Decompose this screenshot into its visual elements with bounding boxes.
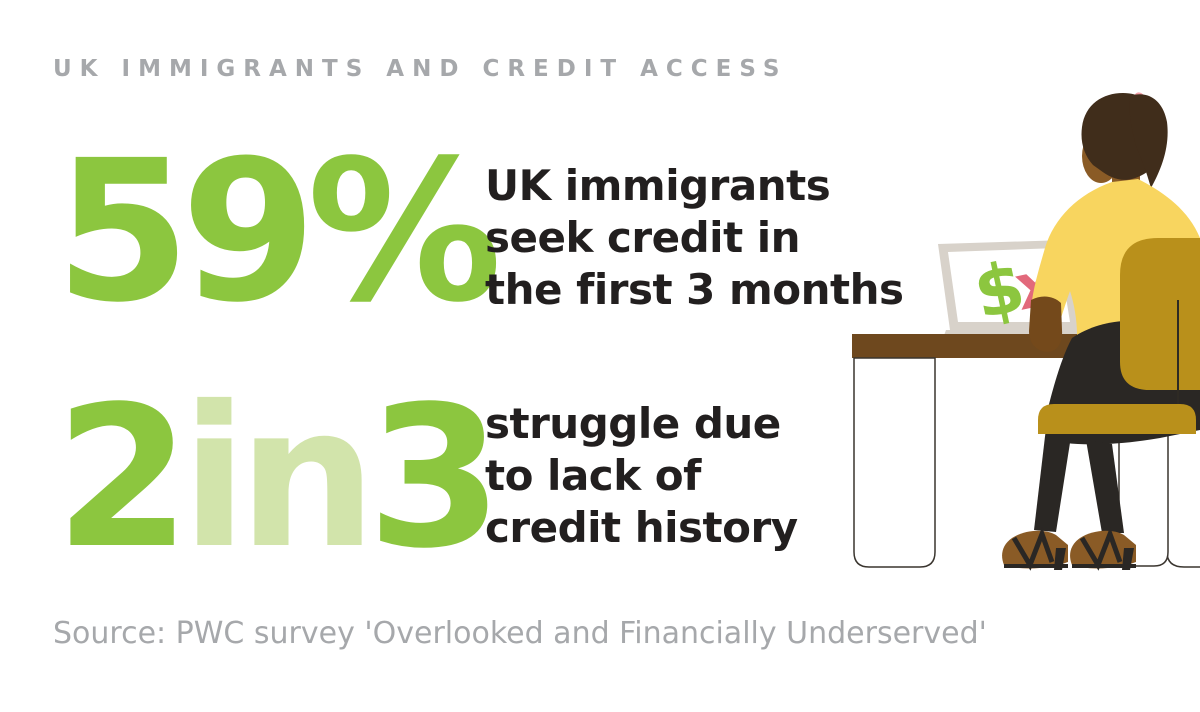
stat-value-part: 3 (367, 364, 503, 591)
stat-description-line: credit history (485, 503, 798, 552)
stat-description-line: seek credit in (485, 213, 801, 262)
stat-description-credit-history: struggle due to lack of credit history (485, 398, 798, 554)
shoes (1002, 526, 1136, 571)
stat-value-part: in (180, 364, 377, 591)
woman-at-desk-illustration: $ x (852, 92, 1200, 571)
stat-description-line: to lack of (485, 451, 701, 500)
stat-value-credit-seeking: 59% (55, 134, 502, 329)
stat-description-line: UK immigrants (485, 161, 831, 210)
stat-value-part: 59% (55, 118, 502, 345)
woman-figure (1029, 92, 1200, 352)
hand (1029, 296, 1063, 352)
stat-description-credit-seeking: UK immigrants seek credit in the first 3… (485, 160, 904, 316)
page-title: UK IMMIGRANTS AND CREDIT ACCESS (53, 56, 788, 82)
ponytail (1129, 94, 1168, 188)
stat-value-part: 2 (55, 364, 191, 591)
stat-description-line: struggle due (485, 399, 781, 448)
stat-description-line: the first 3 months (485, 265, 904, 314)
source-citation: Source: PWC survey 'Overlooked and Finan… (53, 616, 987, 651)
chair (1038, 238, 1200, 434)
stat-value-credit-history: 2in3 (55, 380, 503, 575)
